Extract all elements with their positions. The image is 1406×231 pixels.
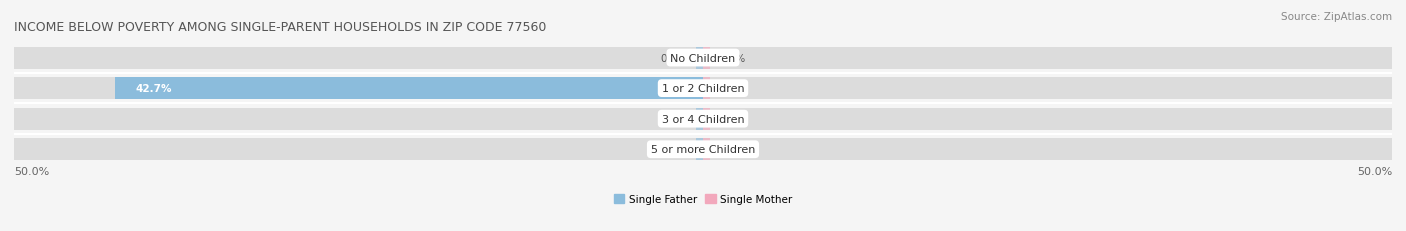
- Bar: [703, 108, 710, 130]
- Text: 42.7%: 42.7%: [135, 84, 172, 94]
- Text: 0.0%: 0.0%: [720, 114, 745, 124]
- Text: 0.0%: 0.0%: [720, 84, 745, 94]
- Bar: [703, 78, 1392, 100]
- Bar: [14, 78, 703, 100]
- Text: 3 or 4 Children: 3 or 4 Children: [662, 114, 744, 124]
- Text: 0.0%: 0.0%: [720, 145, 745, 155]
- Bar: [703, 139, 1392, 161]
- Bar: [703, 78, 710, 100]
- Text: 0.0%: 0.0%: [661, 145, 686, 155]
- Text: 50.0%: 50.0%: [1357, 166, 1392, 176]
- Text: 5 or more Children: 5 or more Children: [651, 145, 755, 155]
- Text: INCOME BELOW POVERTY AMONG SINGLE-PARENT HOUSEHOLDS IN ZIP CODE 77560: INCOME BELOW POVERTY AMONG SINGLE-PARENT…: [14, 21, 547, 33]
- Legend: Single Father, Single Mother: Single Father, Single Mother: [610, 190, 796, 209]
- Text: 50.0%: 50.0%: [14, 166, 49, 176]
- Bar: [696, 139, 703, 161]
- Bar: [703, 108, 1392, 130]
- Text: Source: ZipAtlas.com: Source: ZipAtlas.com: [1281, 12, 1392, 21]
- Text: No Children: No Children: [671, 53, 735, 63]
- Bar: [14, 139, 703, 161]
- Text: 1 or 2 Children: 1 or 2 Children: [662, 84, 744, 94]
- Bar: [115, 78, 703, 100]
- Bar: [696, 47, 703, 69]
- Bar: [14, 47, 703, 69]
- Bar: [703, 139, 710, 161]
- Bar: [703, 47, 710, 69]
- Text: 0.0%: 0.0%: [720, 53, 745, 63]
- Text: 0.0%: 0.0%: [661, 114, 686, 124]
- Bar: [703, 47, 1392, 69]
- Bar: [696, 108, 703, 130]
- Text: 0.0%: 0.0%: [661, 53, 686, 63]
- Bar: [14, 108, 703, 130]
